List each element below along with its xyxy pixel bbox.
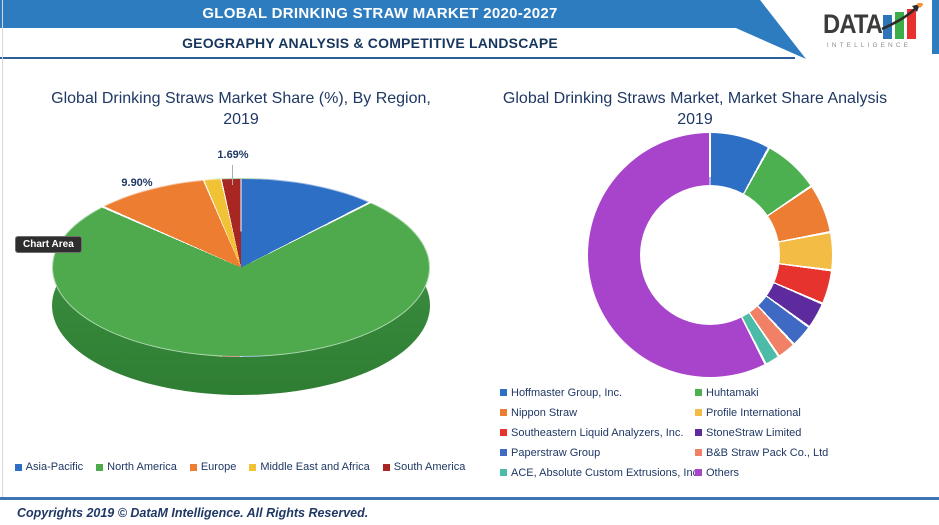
legend-swatch-icon — [500, 409, 507, 416]
legend-item[interactable]: Paperstraw Group — [500, 446, 695, 459]
pie-3d-top[interactable] — [52, 178, 430, 357]
header-underline — [0, 57, 795, 59]
footer-bar-red — [892, 516, 938, 525]
right-edge-accent — [932, 0, 939, 54]
legend-swatch-icon — [249, 463, 257, 471]
logo-wordmark: DATA — [822, 9, 883, 39]
logo-tagline: INTELLIGENCE — [826, 42, 912, 49]
footer-color-bars — [792, 516, 939, 525]
legend-item[interactable]: Europe — [189, 461, 237, 473]
legend-swatch-icon — [189, 463, 197, 471]
datam-logo: DATA INTELLIGENCE — [810, 3, 928, 59]
legend-item[interactable]: Hoffmaster Group, Inc. — [500, 386, 695, 399]
legend-swatch-icon — [695, 389, 702, 396]
legend-label: Southeastern Liquid Analyzers, Inc. — [511, 426, 684, 439]
legend-label: Europe — [200, 461, 237, 473]
footer-bar-green — [792, 516, 838, 525]
logo-bar-chart-icon — [881, 3, 924, 39]
donut-legend: Hoffmaster Group, Inc. Huhtamaki Nippon St… — [500, 386, 828, 479]
legend-swatch-icon — [500, 469, 507, 476]
legend-swatch-icon — [500, 449, 507, 456]
legend-item[interactable]: North America — [96, 461, 177, 473]
legend-item[interactable]: Southeastern Liquid Analyzers, Inc. — [500, 426, 695, 439]
legend-label: Hoffmaster Group, Inc. — [511, 386, 623, 399]
pie-chart-title: Global Drinking Straws Market Share (%),… — [51, 90, 431, 128]
datalabel-europe: 9.90% — [121, 177, 153, 189]
legend-swatch-icon — [14, 463, 22, 471]
slide-subtitle: GEOGRAPHY ANALYSIS & COMPETITIVE LANDSCA… — [182, 35, 558, 51]
legend-swatch-icon — [695, 449, 702, 456]
legend-label: Others — [706, 466, 740, 479]
datalabel-south-america: 1.69% — [217, 149, 249, 161]
legend-item[interactable]: Middle East and Africa — [249, 461, 370, 473]
legend-swatch-icon — [500, 429, 507, 436]
legend-label: Paperstraw Group — [511, 446, 601, 459]
pie-legend: Asia-Pacific North America Europe Middle Ea… — [14, 461, 465, 473]
legend-swatch-icon — [500, 389, 507, 396]
legend-item[interactable]: Others — [695, 466, 828, 479]
footer-bar-blue — [842, 516, 888, 525]
legend-swatch-icon — [382, 463, 390, 471]
copyright-text: Copyrights 2019 © DataM Intelligence. Al… — [17, 506, 369, 520]
legend-swatch-icon — [695, 429, 702, 436]
legend-label: Middle East and Africa — [260, 461, 370, 473]
legend-swatch-icon — [695, 409, 702, 416]
slide-title: GLOBAL DRINKING STRAW MARKET 2020-2027 — [202, 5, 558, 22]
legend-item[interactable]: Profile International — [695, 406, 828, 419]
legend-label: Huhtamaki — [706, 386, 759, 399]
legend-item[interactable]: Nippon Straw — [500, 406, 695, 419]
datalabel-leader-line — [232, 165, 233, 185]
left-edge-hairline — [2, 0, 3, 497]
legend-label: B&B Straw Pack Co., Ltd — [706, 446, 829, 459]
legend-item[interactable]: ACE, Absolute Custom Extrusions, Inc. — [500, 466, 701, 479]
donut-hole — [640, 185, 780, 325]
legend-label: South America — [393, 461, 466, 473]
legend-item[interactable]: South America — [382, 461, 466, 473]
legend-swatch-icon — [96, 463, 104, 471]
legend-item[interactable]: Asia-Pacific — [14, 461, 84, 473]
legend-item[interactable]: B&B Straw Pack Co., Ltd — [695, 446, 828, 459]
legend-label: StoneStraw Limited — [706, 426, 802, 439]
legend-label: ACE, Absolute Custom Extrusions, Inc. — [511, 466, 702, 479]
donut-chart-title: Global Drinking Straws Market, Market Sh… — [502, 90, 888, 128]
chart-area-tooltip: Chart Area — [15, 236, 82, 253]
legend-swatch-icon — [695, 469, 702, 476]
legend-label: Profile International — [706, 406, 801, 419]
legend-label: Nippon Straw — [511, 406, 578, 419]
legend-label: Asia-Pacific — [25, 461, 84, 473]
legend-label: North America — [107, 461, 177, 473]
legend-item[interactable]: StoneStraw Limited — [695, 426, 828, 439]
footer-divider — [0, 497, 939, 500]
legend-item[interactable]: Huhtamaki — [695, 386, 828, 399]
